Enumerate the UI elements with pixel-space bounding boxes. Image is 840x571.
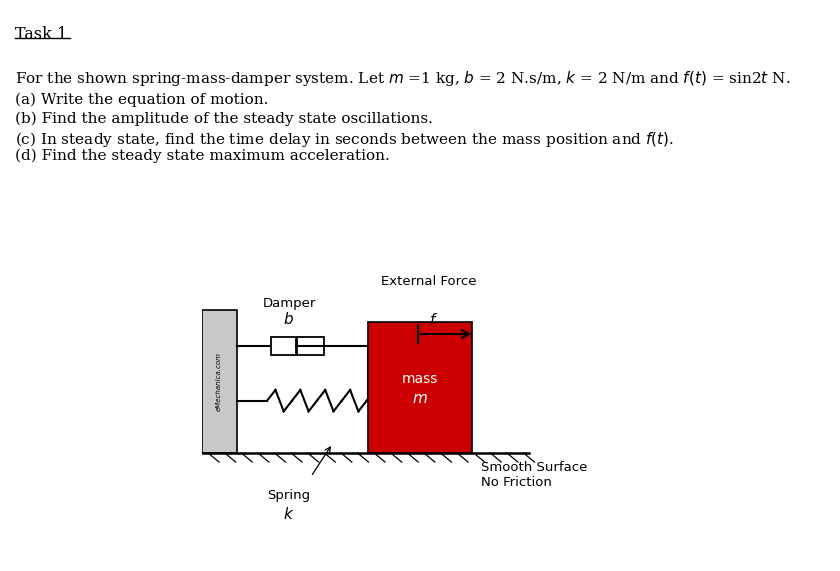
Text: (c) In steady state, find the time delay in seconds between the mass position an: (c) In steady state, find the time delay… (15, 130, 675, 149)
Text: Smooth Surface
No Friction: Smooth Surface No Friction (481, 461, 587, 489)
Text: (b) Find the amplitude of the steady state oscillations.: (b) Find the amplitude of the steady sta… (15, 111, 433, 126)
Text: eMechanica.com: eMechanica.com (216, 352, 222, 411)
Bar (202, 310, 237, 453)
Text: External Force: External Force (381, 275, 476, 288)
Bar (271, 337, 324, 355)
Text: For the shown spring-mass-damper system. Let $m$ =1 kg, $b$ = 2 N.s/m, $k$ = 2 N: For the shown spring-mass-damper system.… (15, 69, 790, 87)
Text: $m$: $m$ (412, 391, 428, 406)
Bar (368, 322, 472, 453)
Text: Spring: Spring (267, 489, 311, 502)
Text: (a) Write the equation of motion.: (a) Write the equation of motion. (15, 93, 269, 107)
Text: Task 1: Task 1 (15, 26, 67, 43)
Text: Damper: Damper (262, 296, 316, 309)
Text: $b$: $b$ (283, 311, 295, 327)
Text: mass: mass (402, 372, 438, 386)
Text: $f$: $f$ (428, 312, 438, 328)
Text: $k$: $k$ (283, 506, 295, 522)
Text: (d) Find the steady state maximum acceleration.: (d) Find the steady state maximum accele… (15, 149, 390, 163)
